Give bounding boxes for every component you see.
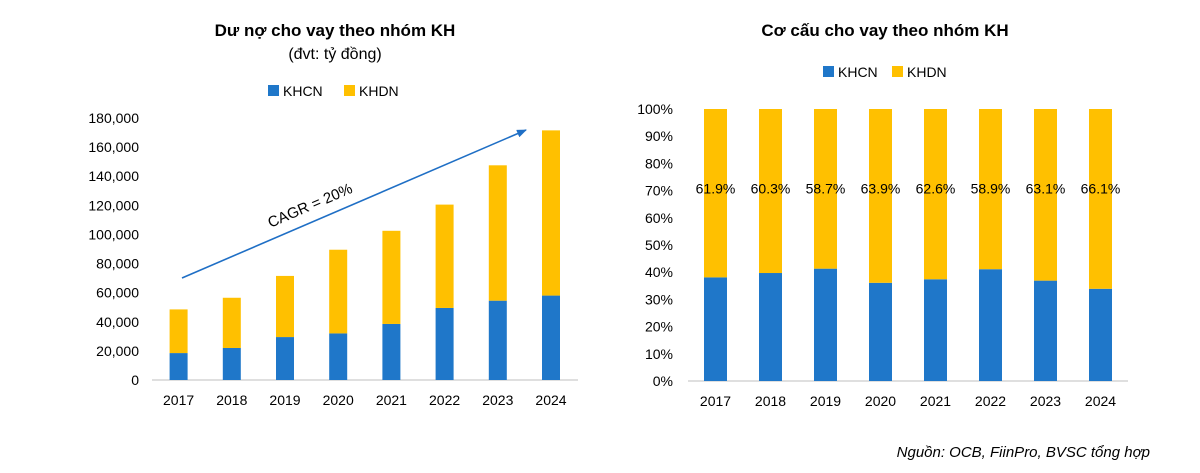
right-bar-khdn-2023	[1034, 109, 1057, 281]
left-y-tick-label: 60,000	[96, 285, 139, 301]
right-bar-khdn-2020	[869, 109, 892, 283]
left-x-tick-label: 2023	[482, 392, 513, 408]
right-bar-khdn-2021	[924, 109, 947, 280]
right-x-tick-label: 2017	[700, 393, 731, 409]
left-bar-khdn-2019	[276, 275, 294, 338]
left-bar-khcn-2020	[329, 333, 348, 380]
left-x-tick-label: 2020	[323, 392, 354, 408]
right-x-tick-label: 2020	[865, 393, 896, 409]
left-y-tick-label: 160,000	[88, 139, 139, 155]
left-y-tick-label: 80,000	[96, 256, 139, 272]
right-y-tick-label: 80%	[645, 155, 673, 171]
right-bar-khcn-2024	[1089, 288, 1112, 381]
left-y-tick-label: 0	[131, 372, 139, 388]
right-x-tick-label: 2024	[1085, 393, 1116, 409]
left-legend-khcn-swatch	[268, 85, 279, 96]
right-y-axis-ticks: 0% 10% 20% 30% 40% 50% 60% 70% 80% 90% 100%	[637, 101, 673, 389]
right-bar-khcn-2022	[979, 269, 1002, 381]
right-bar-khdn-2017	[704, 109, 727, 278]
source-note: Nguồn: OCB, FiinPro, BVSC tổng hợp	[896, 444, 1150, 461]
left-y-tick-label: 100,000	[88, 226, 139, 242]
left-bar-khcn-2017	[169, 353, 188, 380]
left-x-tick-label: 2018	[216, 392, 247, 408]
left-bar-khcn-2023	[488, 300, 507, 380]
right-bar-khdn-2018	[759, 109, 782, 274]
right-data-label: 63.9%	[861, 180, 901, 196]
right-bar-khcn-2017	[704, 277, 727, 381]
right-y-tick-label: 70%	[645, 183, 673, 199]
right-legend-khdn-swatch	[892, 66, 903, 77]
left-x-tick-label: 2019	[269, 392, 300, 408]
right-legend-khdn-label: KHDN	[907, 64, 947, 80]
left-bars	[169, 130, 560, 380]
left-bar-khcn-2021	[382, 323, 401, 380]
right-legend-khcn-swatch	[823, 66, 834, 77]
left-legend-khdn-swatch	[344, 85, 355, 96]
left-y-tick-label: 20,000	[96, 343, 139, 359]
right-bar-khdn-2024	[1089, 109, 1112, 289]
right-x-tick-label: 2023	[1030, 393, 1061, 409]
right-bar-khcn-2023	[1034, 280, 1057, 381]
left-x-tick-label: 2021	[376, 392, 407, 408]
left-y-tick-label: 120,000	[88, 197, 139, 213]
left-y-tick-label: 40,000	[96, 314, 139, 330]
left-bar-khcn-2018	[222, 347, 241, 380]
left-x-axis-ticks: 2017 2018 2019 2020 2021 2022 2023 2024	[163, 392, 567, 408]
right-y-tick-label: 30%	[645, 291, 673, 307]
right-y-tick-label: 40%	[645, 264, 673, 280]
right-bar-khcn-2019	[814, 268, 837, 381]
right-bar-khcn-2021	[924, 279, 947, 381]
left-y-axis-ticks: 0 20,000 40,000 60,000 80,000 100,000 120,000 1…	[88, 110, 139, 388]
left-x-tick-label: 2017	[163, 392, 194, 408]
left-bar-khdn-2020	[329, 249, 348, 334]
right-data-label: 58.9%	[971, 180, 1011, 196]
right-x-axis-ticks: 2017 2018 2019 2020 2021 2022 2023 2024	[700, 393, 1116, 409]
right-x-tick-label: 2019	[810, 393, 841, 409]
left-bar-khdn-2021	[382, 230, 401, 324]
left-legend-khdn-label: KHDN	[359, 83, 399, 99]
right-x-tick-label: 2018	[755, 393, 786, 409]
left-bar-khcn-2022	[435, 307, 454, 380]
right-chart-title: Cơ cấu cho vay theo nhóm KH	[761, 21, 1008, 40]
right-y-tick-label: 50%	[645, 237, 673, 253]
right-y-tick-label: 90%	[645, 128, 673, 144]
right-y-tick-label: 100%	[637, 101, 673, 117]
right-data-label: 62.6%	[916, 180, 956, 196]
right-bar-khdn-2022	[979, 109, 1002, 270]
left-bar-khdn-2023	[488, 165, 507, 301]
cagr-arrow	[181, 129, 527, 279]
right-x-tick-label: 2021	[920, 393, 951, 409]
left-bar-khcn-2019	[276, 337, 294, 380]
right-y-tick-label: 0%	[653, 373, 673, 389]
left-legend-khcn-label: KHCN	[283, 83, 323, 99]
left-chart-title: Dư nợ cho vay theo nhóm KH	[215, 21, 456, 40]
right-bar-khdn-2019	[814, 109, 837, 269]
left-bar-khdn-2018	[222, 297, 241, 348]
left-y-tick-label: 180,000	[88, 110, 139, 126]
right-y-tick-label: 10%	[645, 346, 673, 362]
right-data-label: 58.7%	[806, 180, 846, 196]
right-y-tick-label: 20%	[645, 319, 673, 335]
right-data-label: 60.3%	[751, 180, 791, 196]
right-bar-khcn-2018	[759, 273, 782, 381]
cagr-label: CAGR = 20%	[265, 180, 355, 231]
left-chart-subtitle: (đvt: tỷ đồng)	[288, 46, 381, 63]
right-data-label: 66.1%	[1081, 180, 1121, 196]
right-y-tick-label: 60%	[645, 210, 673, 226]
left-bar-khdn-2022	[435, 204, 454, 308]
right-legend-khcn-label: KHCN	[838, 64, 878, 80]
left-x-tick-label: 2022	[429, 392, 460, 408]
left-bar-khdn-2017	[169, 309, 188, 354]
left-y-tick-label: 140,000	[88, 168, 139, 184]
left-x-tick-label: 2024	[535, 392, 566, 408]
left-bar-khdn-2024	[542, 130, 560, 296]
right-x-tick-label: 2022	[975, 393, 1006, 409]
right-data-labels: 61.9% 60.3% 58.7% 63.9% 62.6% 58.9% 63.1% 66.1%	[696, 180, 1121, 196]
left-bar-khcn-2024	[542, 295, 560, 380]
right-bar-khcn-2020	[869, 282, 892, 381]
right-bars	[704, 109, 1112, 381]
right-data-label: 63.1%	[1026, 180, 1066, 196]
right-data-label: 61.9%	[696, 180, 736, 196]
